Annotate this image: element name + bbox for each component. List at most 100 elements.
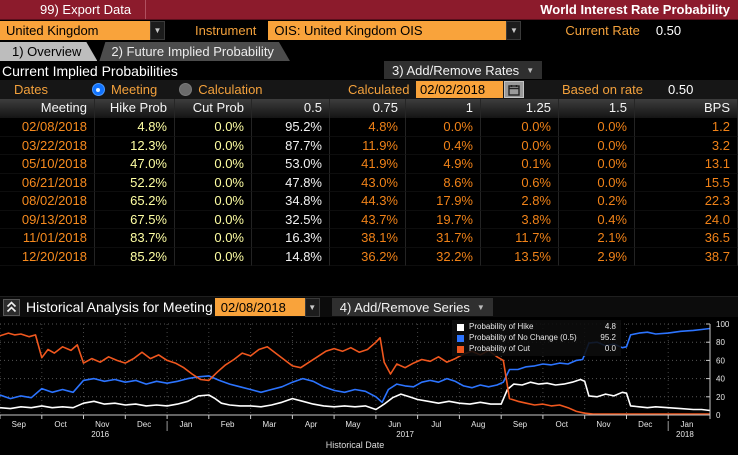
table-cell: 0.0%	[559, 155, 635, 174]
table-cell: 4.9%	[406, 155, 481, 174]
table-row[interactable]: 09/13/2018 67.5% 0.0% 32.5% 43.7% 19.7% 3.8% 0.…	[0, 210, 738, 229]
radio-meeting[interactable]: Meeting	[91, 82, 157, 97]
calculated-date-input[interactable]	[416, 81, 503, 98]
legend-item: Probability of Cut 0.0	[457, 344, 616, 354]
calculated-label: Calculated	[348, 82, 410, 97]
column-header[interactable]: 1.5	[559, 99, 635, 118]
table-cell: 3.2	[635, 136, 738, 155]
instrument-dropdown-caret[interactable]: ▼	[506, 21, 522, 40]
table-cell: 09/13/2018	[0, 210, 95, 229]
table-row[interactable]: 08/02/2018 65.2% 0.0% 34.8% 44.3% 17.9% 2.8% 0.…	[0, 192, 738, 211]
chevron-down-icon: ▼	[509, 26, 518, 35]
country-dropdown-caret[interactable]: ▼	[150, 21, 165, 40]
table-cell: 52.2%	[95, 173, 175, 192]
chart-legend: Probability of Hike 4.8 Probability of No …	[452, 320, 621, 356]
legend-item: Probability of Hike 4.8	[457, 322, 616, 332]
svg-text:Mar: Mar	[263, 420, 277, 429]
table-cell: 8.6%	[406, 173, 481, 192]
table-cell: 31.7%	[406, 229, 481, 248]
svg-text:2016: 2016	[91, 430, 109, 439]
table-cell: 11.7%	[481, 229, 559, 248]
table-cell: 4.8%	[330, 118, 406, 137]
svg-text:Jan: Jan	[179, 420, 192, 429]
svg-text:20: 20	[716, 393, 725, 402]
table-cell: 87.7%	[252, 136, 330, 155]
table-cell: 15.5	[635, 173, 738, 192]
table-cell: 85.2%	[95, 247, 175, 266]
radio-calculation[interactable]: Calculation	[179, 82, 263, 97]
table-cell: 0.0%	[559, 173, 635, 192]
table-cell: 0.4%	[406, 136, 481, 155]
tab-overview[interactable]: 1) Overview	[0, 42, 97, 61]
column-header[interactable]: Cut Prob	[175, 99, 252, 118]
svg-text:2018: 2018	[676, 430, 694, 439]
instrument-select[interactable]: OIS: United Kingdom OIS	[268, 21, 507, 40]
table-cell: 2.9%	[559, 247, 635, 266]
table-cell: 38.1%	[330, 229, 406, 248]
table-cell: 05/10/2018	[0, 155, 95, 174]
table-row[interactable]: 02/08/2018 4.8% 0.0% 95.2% 4.8% 0.0% 0.0% 0.0% 1…	[0, 118, 738, 137]
collapse-panel-button[interactable]	[3, 298, 20, 316]
chevron-down-icon: ▼	[308, 302, 317, 312]
add-remove-rates-button[interactable]: 3) Add/Remove Rates ▼	[384, 61, 543, 79]
table-cell: 43.0%	[330, 173, 406, 192]
country-select[interactable]: United Kingdom	[0, 21, 150, 40]
series-line-0	[0, 378, 711, 412]
table-cell: 0.0%	[175, 229, 252, 248]
instrument-label: Instrument	[195, 23, 257, 38]
svg-text:Sep: Sep	[513, 420, 528, 429]
svg-text:Oct: Oct	[555, 420, 568, 429]
table-cell: 47.0%	[95, 155, 175, 174]
table-cell: 0.0%	[175, 136, 252, 155]
table-cell: 22.3	[635, 192, 738, 211]
radio-unselected-icon	[179, 83, 193, 96]
svg-text:May: May	[345, 420, 360, 429]
table-cell: 1.2	[635, 118, 738, 137]
legend-swatch-icon	[457, 345, 464, 353]
legend-series-value: 0.0	[604, 344, 616, 353]
table-cell: 0.0%	[175, 173, 252, 192]
column-header[interactable]: Hike Prob	[95, 99, 175, 118]
table-row[interactable]: 12/20/2018 85.2% 0.0% 14.8% 36.2% 32.2% 13.5% 2…	[0, 247, 738, 266]
tab-future-implied-probability[interactable]: 2) Future Implied Probability	[99, 42, 290, 61]
table-row[interactable]: 03/22/2018 12.3% 0.0% 87.7% 11.9% 0.4% 0.0% 0.0…	[0, 136, 738, 155]
legend-swatch-icon	[457, 323, 464, 331]
legend-series-value: 95.2	[600, 333, 616, 342]
svg-text:Oct: Oct	[54, 420, 67, 429]
calendar-button[interactable]	[504, 81, 524, 98]
svg-text:Nov: Nov	[596, 420, 610, 429]
table-cell: 36.2%	[330, 247, 406, 266]
table-cell: 11/01/2018	[0, 229, 95, 248]
column-header[interactable]: Meeting	[0, 99, 95, 118]
add-remove-series-label: 4) Add/Remove Series	[339, 299, 470, 315]
table-cell: 0.0%	[559, 118, 635, 137]
table-cell: 0.0%	[559, 136, 635, 155]
table-cell: 0.0%	[175, 192, 252, 211]
title-bar: 99) Export Data World Interest Rate Prob…	[0, 0, 738, 20]
table-row[interactable]: 11/01/2018 83.7% 0.0% 16.3% 38.1% 31.7% 11.7% 2…	[0, 229, 738, 248]
table-cell: 16.3%	[252, 229, 330, 248]
implied-section-title: Current Implied Probabilities	[2, 62, 178, 79]
table-cell: 0.4%	[559, 210, 635, 229]
table-cell: 2.8%	[481, 192, 559, 211]
historical-meeting-select[interactable]: 02/08/2018	[214, 298, 305, 316]
table-row[interactable]: 05/10/2018 47.0% 0.0% 53.0% 41.9% 4.9% 0.1% 0.0…	[0, 155, 738, 174]
dates-label: Dates	[14, 82, 48, 97]
implied-section-header: Current Implied Probabilities 3) Add/Rem…	[0, 61, 738, 80]
add-remove-series-button[interactable]: 4) Add/Remove Series ▼	[331, 298, 493, 316]
column-header[interactable]: 0.5	[252, 99, 330, 118]
table-cell: 02/08/2018	[0, 118, 95, 137]
current-rate-value: 0.50	[655, 23, 682, 38]
table-row[interactable]: 06/21/2018 52.2% 0.0% 47.8% 43.0% 8.6% 0.6% 0.0…	[0, 173, 738, 192]
historical-meeting-caret[interactable]: ▼	[304, 297, 320, 317]
export-data-button[interactable]: 99) Export Data	[0, 0, 147, 19]
column-header[interactable]: BPS	[635, 99, 738, 118]
column-header[interactable]: 0.75	[330, 99, 406, 118]
table-cell: 12.3%	[95, 136, 175, 155]
column-header[interactable]: 1.25	[481, 99, 559, 118]
column-header[interactable]: 1	[406, 99, 481, 118]
table-cell: 53.0%	[252, 155, 330, 174]
table-cell: 36.5	[635, 229, 738, 248]
controls-row: United Kingdom ▼ Instrument OIS: United …	[0, 20, 738, 41]
svg-text:Jan: Jan	[681, 420, 694, 429]
